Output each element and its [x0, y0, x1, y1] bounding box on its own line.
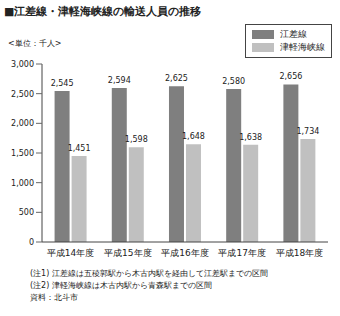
- svg-text:平成16年度: 平成16年度: [161, 248, 208, 258]
- svg-text:1,451: 1,451: [68, 144, 91, 153]
- svg-text:2,594: 2,594: [108, 76, 131, 85]
- svg-text:1,598: 1,598: [125, 135, 148, 144]
- svg-text:1,648: 1,648: [182, 132, 205, 141]
- svg-text:2,656: 2,656: [279, 72, 302, 81]
- html-text:<単位：千人>: <単位：千人>: [8, 39, 62, 48]
- svg-text:平成15年度: 平成15年度: [104, 248, 151, 258]
- html-text:(注1) 江差線は五稜郭駅から木古内駅を経由して江差駅までの: (注1) 江差線は五稜郭駅から木古内駅を経由して江差駅までの区間: [30, 269, 268, 278]
- svg-text:3,000: 3,000: [11, 60, 34, 69]
- svg-text:平成17年度: 平成17年度: [218, 248, 265, 258]
- svg-text:1,734: 1,734: [296, 127, 319, 136]
- svg-text:2,545: 2,545: [51, 79, 74, 88]
- svg-text:平成18年度: 平成18年度: [276, 248, 323, 258]
- html-text:(注2) 津軽海峡線は木古内駅から青森駅までの区間: (注2) 津軽海峡線は木古内駅から青森駅までの区間: [30, 281, 212, 290]
- svg-text:500: 500: [19, 208, 34, 217]
- html-text:江差線: 江差線: [280, 29, 307, 39]
- svg-text:平成14年度: 平成14年度: [47, 248, 94, 258]
- html-text:津軽海峡線: 津軽海峡線: [280, 42, 325, 52]
- svg-text:1,638: 1,638: [239, 133, 262, 142]
- html-text:■江差線・津軽海峡線の輸送人員の推移: ■江差線・津軽海峡線の輸送人員の推移: [4, 5, 202, 18]
- svg-text:2,000: 2,000: [11, 119, 34, 128]
- svg-text:2,625: 2,625: [165, 74, 188, 83]
- svg-text:1,500: 1,500: [11, 149, 34, 158]
- svg-text:1,000: 1,000: [11, 179, 34, 188]
- svg-text:2,580: 2,580: [222, 77, 245, 86]
- html-text:資料：北斗市: 資料：北斗市: [30, 293, 78, 302]
- svg-text:0: 0: [29, 238, 34, 247]
- svg-text:2,500: 2,500: [11, 90, 34, 99]
